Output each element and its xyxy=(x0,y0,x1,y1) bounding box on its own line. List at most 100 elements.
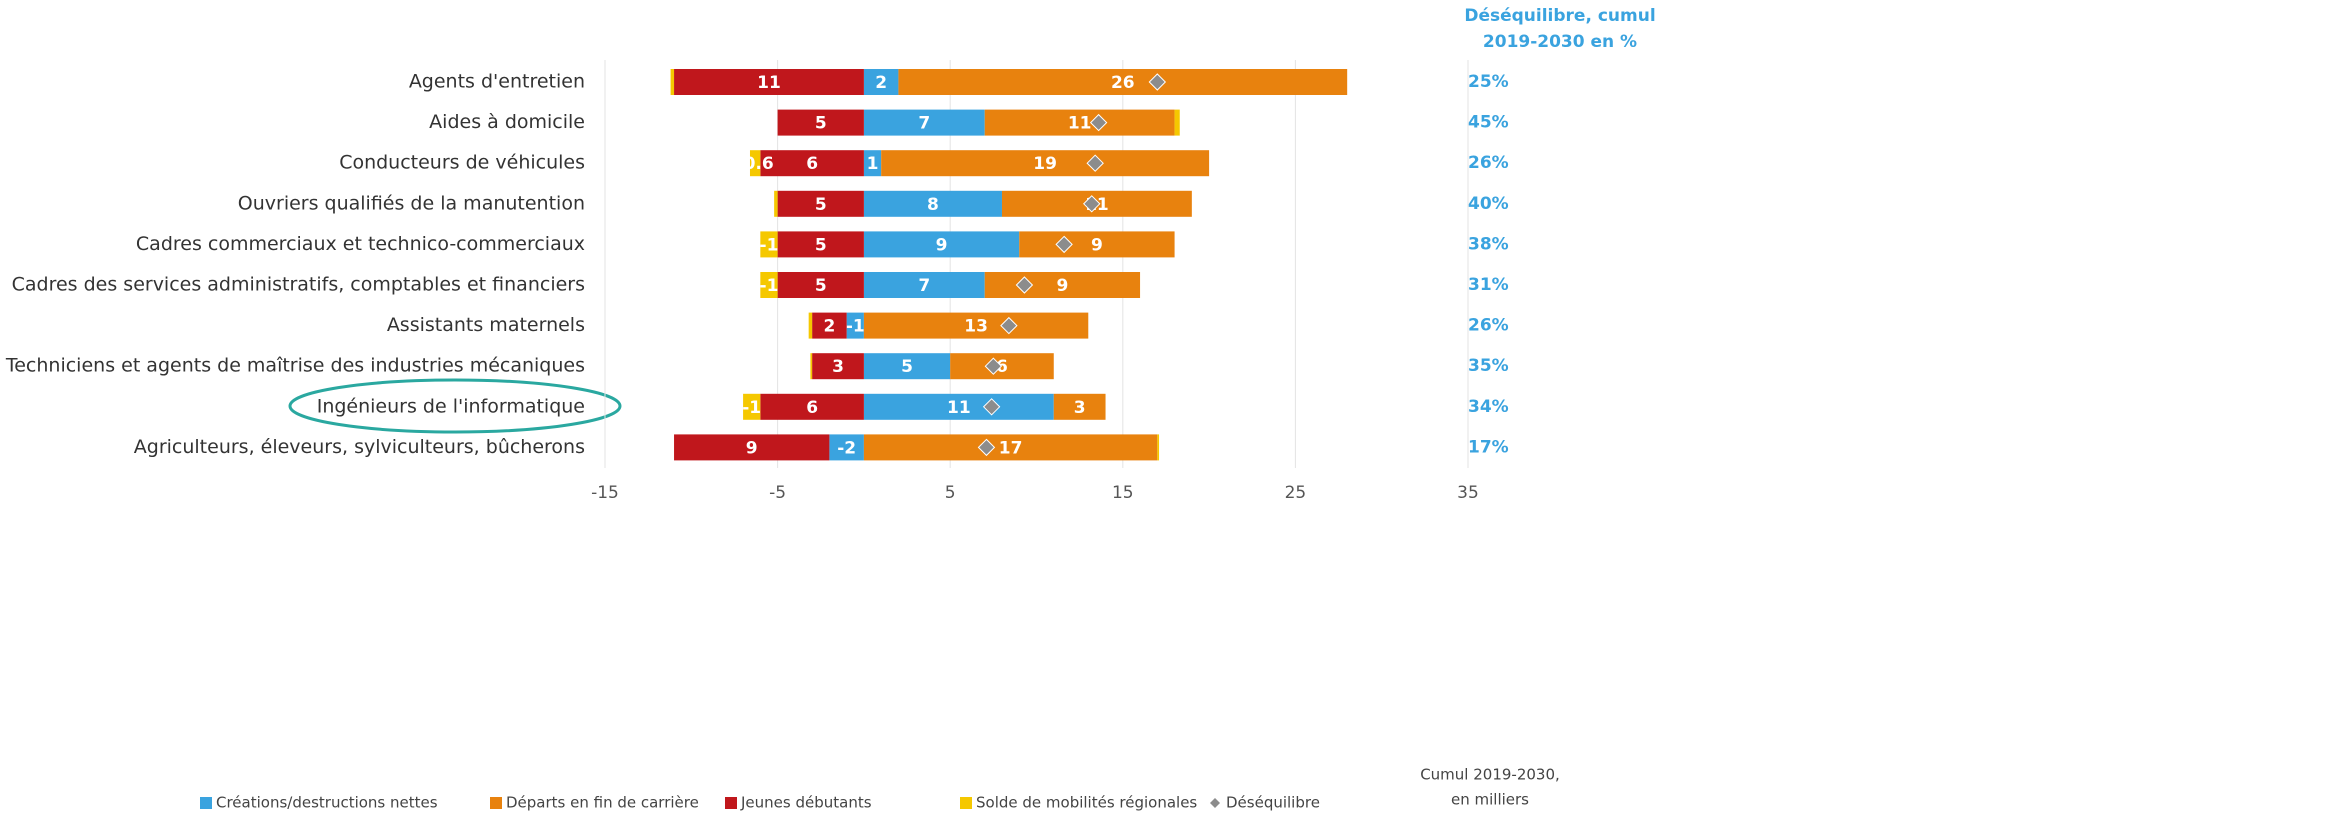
pct-label: 31% xyxy=(1468,275,1509,295)
data-label: 6 xyxy=(996,357,1008,377)
data-label: 11 xyxy=(1068,114,1092,134)
pct-title: Déséquilibre, cumul xyxy=(1464,6,1655,26)
legend-swatch xyxy=(1210,798,1220,808)
category-label: Conducteurs de véhicules xyxy=(339,152,585,174)
pct-label: 35% xyxy=(1468,356,1509,376)
bar-segment xyxy=(812,353,864,380)
bar-segment xyxy=(1157,434,1160,461)
diamond-marker xyxy=(1086,154,1104,172)
bar-segment xyxy=(984,272,1141,298)
legend-label: Départs en fin de carrière xyxy=(506,794,699,812)
data-label: 11 xyxy=(757,73,781,93)
data-label: 5 xyxy=(815,114,827,134)
diamond-marker xyxy=(1015,276,1034,294)
pct-label: 38% xyxy=(1468,234,1509,254)
bar-segment xyxy=(808,312,813,339)
diamond-marker xyxy=(1148,73,1167,91)
bar-segment xyxy=(863,434,1158,461)
bar-segment xyxy=(984,109,1175,136)
bar-segment xyxy=(863,150,882,177)
data-label: 8 xyxy=(927,195,939,215)
legend-swatch xyxy=(490,797,502,809)
category-label: Cadres des services administratifs, comp… xyxy=(12,274,585,296)
bar-segment xyxy=(1019,231,1175,258)
bar-segment xyxy=(898,69,1348,95)
data-label: 3 xyxy=(1074,398,1086,418)
pct-label: 45% xyxy=(1468,113,1509,133)
bar-segment xyxy=(670,69,675,95)
bar-segment xyxy=(774,190,778,217)
data-label: 6 xyxy=(806,154,818,174)
data-label: -0.6 xyxy=(737,154,774,174)
data-label: 5 xyxy=(815,235,827,255)
data-label: 9 xyxy=(746,438,758,458)
bar-segment xyxy=(863,312,1089,339)
bar-segment xyxy=(749,150,761,177)
bar-segment xyxy=(777,231,864,258)
bar-segment xyxy=(1053,393,1106,420)
category-label: Cadres commerciaux et technico-commercia… xyxy=(136,233,585,255)
bar-segment xyxy=(777,272,864,298)
data-label: 2 xyxy=(875,73,887,93)
bar-segment xyxy=(743,393,761,420)
diamond-marker xyxy=(1000,316,1018,335)
data-label: 9 xyxy=(1091,235,1103,255)
data-label: 19 xyxy=(1033,154,1057,174)
bar-segment xyxy=(674,434,830,461)
pct-label: 17% xyxy=(1468,437,1509,457)
data-label: -2 xyxy=(837,438,856,458)
diamond-marker xyxy=(984,357,1003,375)
bar-segment xyxy=(760,393,864,420)
bar-segment xyxy=(777,190,864,217)
diamond-marker xyxy=(1055,235,1073,254)
diamond-marker xyxy=(1083,195,1101,213)
bar-segment xyxy=(777,109,864,136)
legend-label: Créations/destructions nettes xyxy=(216,794,438,812)
legend-label: Déséquilibre xyxy=(1226,794,1320,812)
data-label: -1 xyxy=(742,398,761,418)
bar-segment xyxy=(863,393,1054,420)
data-label: 7 xyxy=(918,114,930,134)
data-label: 3 xyxy=(832,357,844,377)
pct-title: 2019-2030 en % xyxy=(1483,32,1637,52)
category-label: Ouvriers qualifiés de la manutention xyxy=(238,192,585,214)
bar-segment xyxy=(810,353,813,380)
bar-segment xyxy=(829,434,864,461)
diamond-marker xyxy=(977,438,996,457)
category-label: Aides à domicile xyxy=(429,111,585,133)
data-label: 1 xyxy=(867,154,879,174)
bar-segment xyxy=(881,150,1210,177)
data-label: 11 xyxy=(947,398,971,418)
bar-segment xyxy=(760,272,778,298)
category-label: Agents d'entretien xyxy=(409,71,585,93)
category-label: Techniciens et agents de maîtrise des in… xyxy=(5,355,585,377)
pct-label: 40% xyxy=(1468,194,1509,214)
bar-segment xyxy=(760,150,864,177)
x-tick-label: 5 xyxy=(945,483,956,503)
pct-label: 34% xyxy=(1468,397,1509,417)
data-label: 26 xyxy=(1111,73,1135,93)
x-tick-label: 25 xyxy=(1285,483,1307,503)
legend-swatch xyxy=(960,797,972,809)
x-tick-label: 15 xyxy=(1112,483,1134,503)
category-label: Assistants maternels xyxy=(387,314,585,336)
bar-segment xyxy=(863,231,1020,258)
legend-swatch xyxy=(725,797,737,809)
bar-segment xyxy=(863,190,1002,217)
bar-segment xyxy=(846,312,864,339)
pct-label: 25% xyxy=(1468,72,1509,92)
data-label: 17 xyxy=(999,438,1023,458)
diamond-marker xyxy=(1089,113,1108,132)
x-axis-label: en milliers xyxy=(1451,791,1529,809)
data-label: -1 xyxy=(760,235,779,255)
x-tick-label: -5 xyxy=(769,483,786,503)
legend-label: Jeunes débutants xyxy=(740,794,872,812)
pct-label: 26% xyxy=(1468,153,1509,173)
data-label: 7 xyxy=(918,276,930,296)
bar-segment xyxy=(863,353,951,380)
bar-segment xyxy=(812,312,847,339)
bar-segment xyxy=(863,69,899,95)
bar-segment xyxy=(863,272,985,298)
data-label: 13 xyxy=(964,317,988,337)
category-label: Agriculteurs, éleveurs, sylviculteurs, b… xyxy=(134,436,585,458)
